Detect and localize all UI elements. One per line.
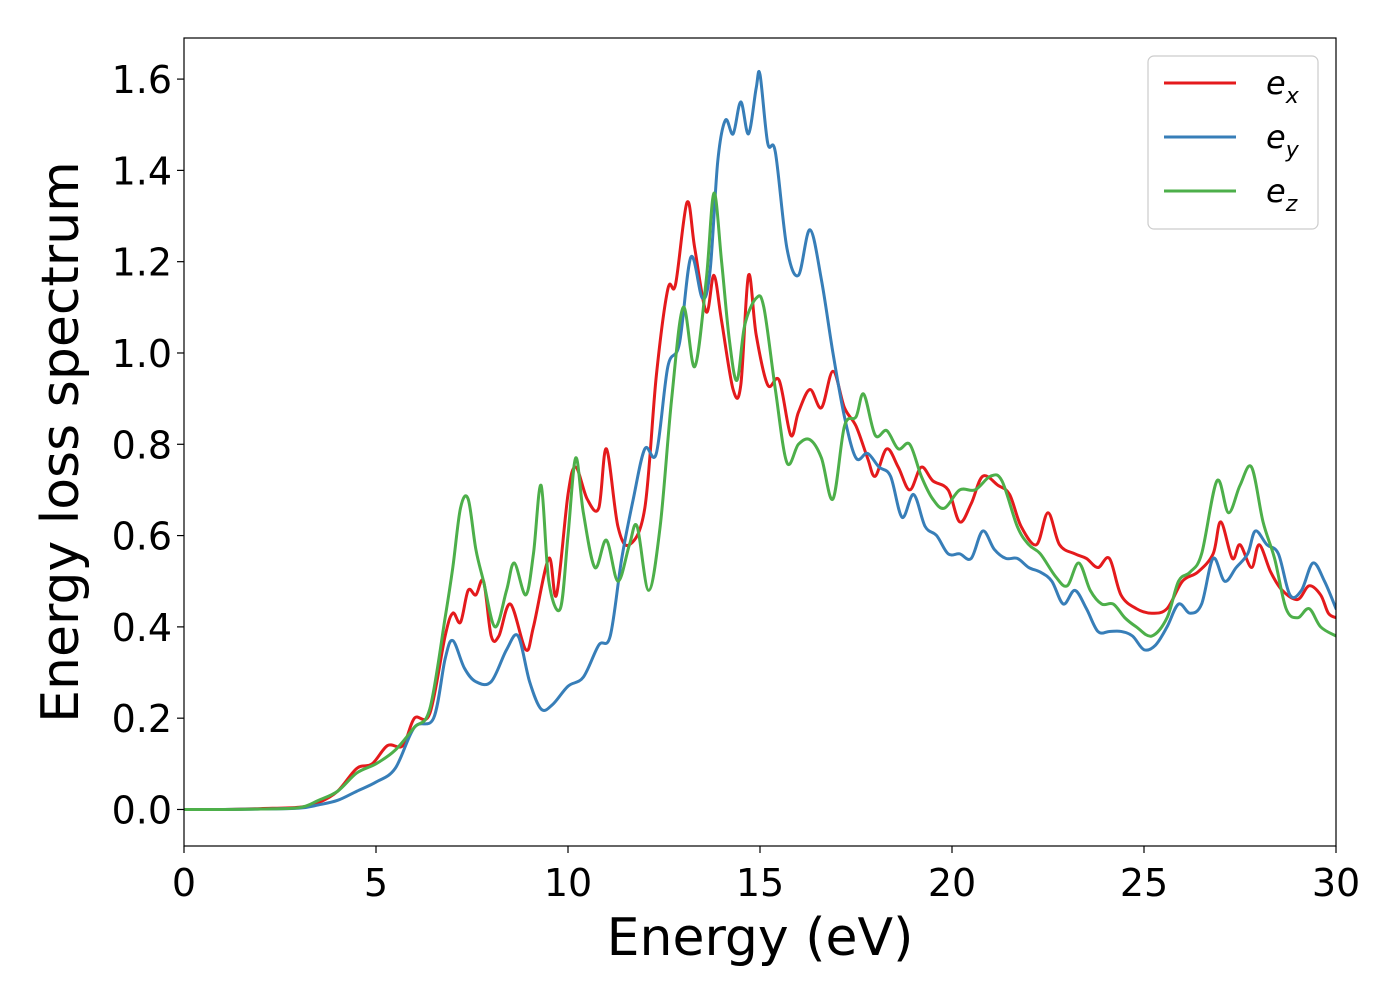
y-axis-ticks: 0.0 0.2 0.4 0.6 0.8 1.0 1.2 1.4 1.6 (112, 58, 184, 832)
series-layer (184, 69, 1336, 812)
legend-label-base: e (1266, 64, 1286, 102)
x-axis-label: Energy (eV) (607, 908, 914, 968)
plot-background (184, 38, 1336, 846)
x-tick-label: 30 (1312, 861, 1360, 905)
y-tick-label: 1.6 (112, 58, 172, 102)
y-tick-label: 0.6 (112, 515, 172, 559)
y-tick-label: 0.2 (112, 697, 172, 741)
series-line-z (184, 191, 1336, 812)
legend-label-subscript: x (1285, 84, 1300, 109)
y-tick-label: 1.4 (112, 149, 172, 193)
series-line-y (184, 69, 1336, 812)
legend-label-y: ey (1266, 118, 1300, 163)
y-tick-label: 1.2 (112, 241, 172, 285)
series-line-x (184, 200, 1336, 812)
y-axis-label: Energy loss spectrum (31, 161, 91, 723)
x-tick-label: 5 (364, 861, 388, 905)
legend-label-x: ex (1266, 64, 1300, 109)
legend-label-subscript: z (1285, 192, 1298, 217)
y-tick-label: 0.4 (112, 606, 172, 650)
x-tick-label: 0 (172, 861, 196, 905)
x-tick-label: 15 (736, 861, 784, 905)
legend-label-base: e (1266, 118, 1286, 156)
legend-label-subscript: y (1285, 138, 1300, 163)
y-tick-label: 0.8 (112, 423, 172, 467)
y-tick-label: 1.0 (112, 332, 172, 376)
x-tick-label: 20 (928, 861, 976, 905)
legend-box (1147, 55, 1319, 230)
x-axis-ticks: 0 5 10 15 20 25 30 (172, 846, 1360, 905)
y-tick-label: 0.0 (112, 788, 172, 832)
legend-label-z: ez (1266, 172, 1298, 217)
x-tick-label: 10 (544, 861, 592, 905)
x-tick-label: 25 (1120, 861, 1168, 905)
legend-label-base: e (1266, 172, 1286, 210)
